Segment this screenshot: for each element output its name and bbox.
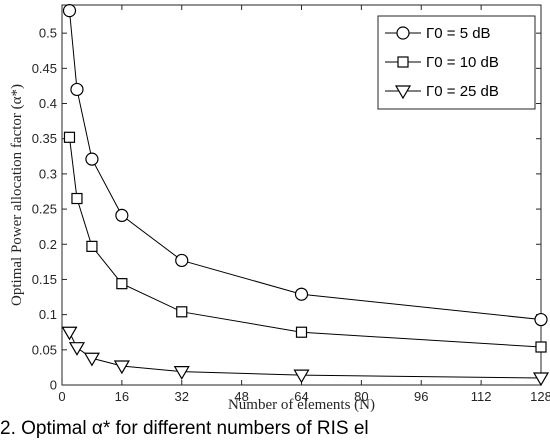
x-tick-label: 128 xyxy=(530,389,550,404)
legend-label: Γ0 = 5 dB xyxy=(426,25,491,42)
legend-marker xyxy=(396,26,410,40)
figure-caption: 2. Optimal α* for different numbers of R… xyxy=(0,418,369,439)
series-square xyxy=(63,131,547,353)
data-point xyxy=(293,369,310,384)
data-point xyxy=(63,131,76,143)
y-axis-label: Optimal Power allocation factor (α*) xyxy=(9,84,25,306)
y-tick-label: 0.4 xyxy=(39,96,57,111)
y-tick-label: 0.1 xyxy=(39,307,57,322)
data-point xyxy=(295,326,308,338)
data-point xyxy=(62,4,77,18)
data-point xyxy=(61,326,78,341)
y-tick-label: 0.35 xyxy=(32,131,57,146)
y-tick-label: 0.25 xyxy=(32,202,57,217)
series-circle xyxy=(62,4,548,327)
x-tick-label: 112 xyxy=(471,389,492,404)
data-point xyxy=(294,287,309,301)
data-point xyxy=(85,152,99,166)
y-tick-label: 0.15 xyxy=(32,272,57,287)
data-point xyxy=(535,341,547,353)
data-point xyxy=(68,342,86,356)
data-point xyxy=(115,208,129,223)
x-tick-label: 96 xyxy=(414,389,428,404)
legend-marker xyxy=(394,85,412,100)
x-axis-label: Number of elements (N) xyxy=(228,397,375,413)
data-point xyxy=(70,82,84,97)
x-tick-label: 64 xyxy=(294,389,308,404)
y-tick-label: 0.2 xyxy=(39,237,57,252)
y-tick-label: 0.05 xyxy=(32,342,57,357)
y-tick-label: 0.5 xyxy=(39,26,57,41)
data-point xyxy=(86,240,98,252)
x-tick-label: 16 xyxy=(115,389,129,404)
y-tick-label: 0 xyxy=(50,378,57,393)
data-point xyxy=(176,306,188,318)
y-tick-label: 0.3 xyxy=(39,166,57,181)
x-tick-label: 0 xyxy=(58,389,65,404)
data-point xyxy=(173,366,190,380)
data-point xyxy=(71,192,83,205)
chart: 0 16 32 48 64 80 96 112 128 0 0.05 0.1 0.15 0.2 0.25 0.… xyxy=(9,4,550,413)
data-point xyxy=(532,372,550,387)
y-tick-label: 0.45 xyxy=(32,61,57,76)
legend: Γ0 = 5 dB Γ0 = 10 dB Γ0 = 25 dB xyxy=(377,15,536,110)
legend-label: Γ0 = 10 dB xyxy=(426,54,499,71)
data-point xyxy=(116,278,128,290)
data-point xyxy=(175,253,189,268)
legend-label: Γ0 = 25 dB xyxy=(426,83,499,100)
legend-marker xyxy=(397,56,409,68)
x-tick-label: 48 xyxy=(234,389,248,404)
data-point xyxy=(83,352,100,367)
series-triangle-down xyxy=(61,326,550,387)
data-point xyxy=(113,360,130,375)
data-point xyxy=(534,312,548,327)
x-tick-label: 80 xyxy=(354,389,368,404)
x-tick-label: 32 xyxy=(175,389,189,404)
